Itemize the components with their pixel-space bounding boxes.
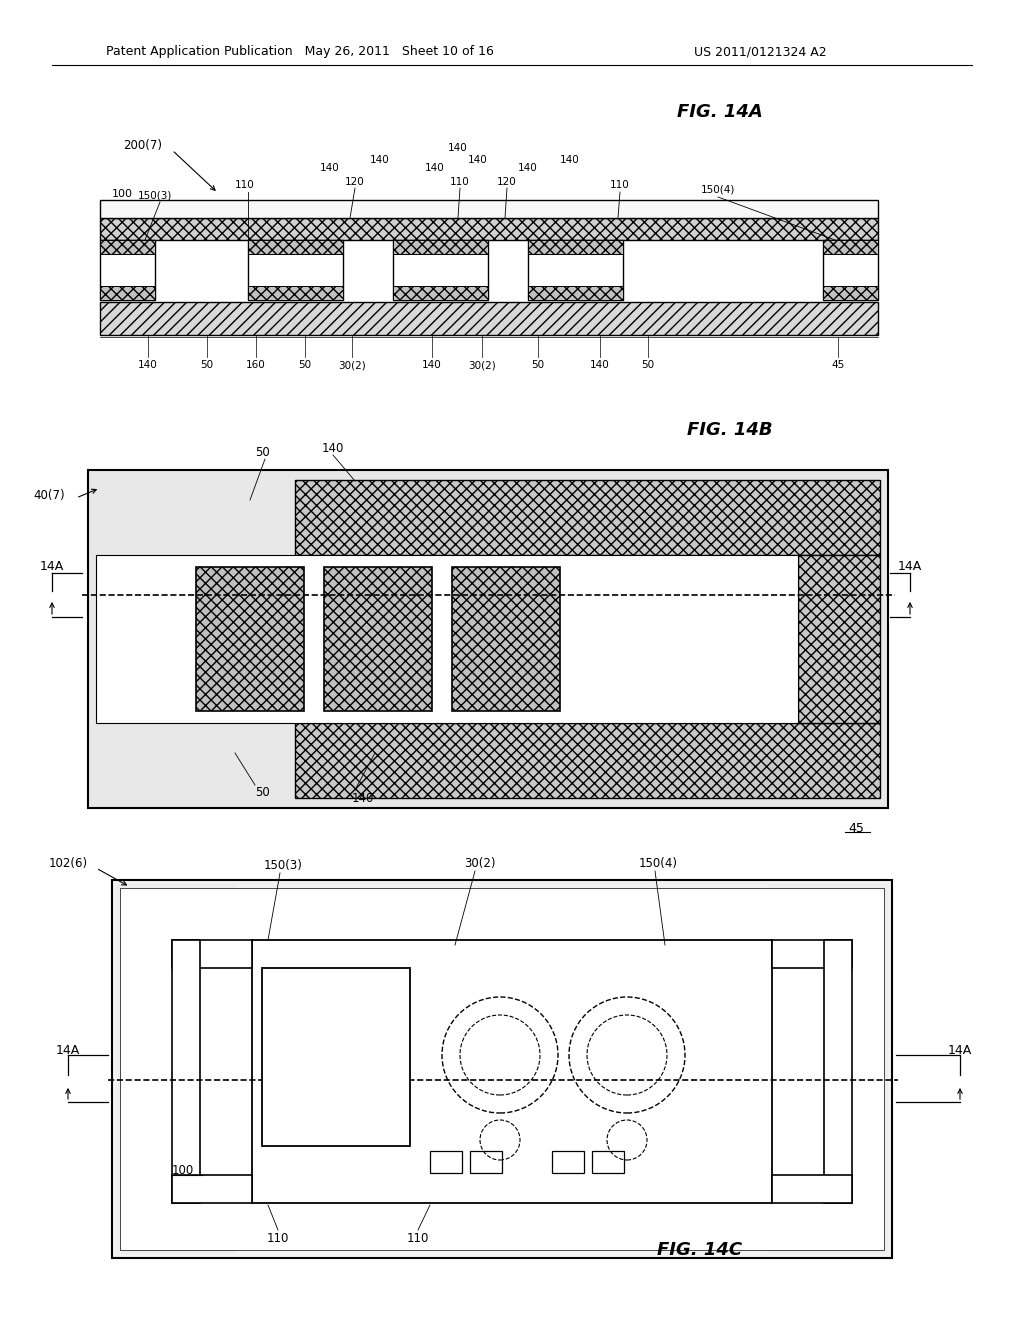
Text: 140: 140 — [425, 162, 444, 173]
Text: 120: 120 — [345, 177, 365, 187]
Text: 140: 140 — [352, 792, 374, 804]
Text: 110: 110 — [267, 1232, 289, 1245]
Bar — [824, 940, 852, 1203]
Text: 110: 110 — [407, 1232, 429, 1245]
Text: FIG. 14A: FIG. 14A — [677, 103, 763, 121]
Text: 14A: 14A — [40, 561, 65, 573]
Text: 140: 140 — [138, 360, 158, 370]
Text: 45: 45 — [848, 821, 864, 834]
Text: 100: 100 — [172, 1163, 195, 1176]
Text: 140: 140 — [518, 162, 538, 173]
Text: FIG. 14B: FIG. 14B — [687, 421, 773, 440]
Bar — [248, 286, 343, 300]
Text: 140: 140 — [321, 162, 340, 173]
Bar — [798, 554, 880, 723]
Bar — [324, 568, 432, 711]
Bar — [172, 1175, 252, 1203]
Text: 50: 50 — [641, 360, 654, 370]
Text: 110: 110 — [610, 180, 630, 190]
Bar — [295, 480, 880, 554]
Text: 45: 45 — [831, 360, 845, 370]
Text: 50: 50 — [256, 787, 270, 800]
Bar — [823, 240, 878, 253]
Text: FIG. 14C: FIG. 14C — [657, 1241, 742, 1259]
Bar — [592, 1151, 624, 1173]
Text: 110: 110 — [236, 180, 255, 190]
Text: 50: 50 — [201, 360, 214, 370]
Text: 140: 140 — [560, 154, 580, 165]
Text: 30(2): 30(2) — [468, 360, 496, 370]
Bar — [120, 888, 884, 1250]
Bar — [552, 1151, 584, 1173]
Text: 140: 140 — [468, 154, 487, 165]
Text: 30(2): 30(2) — [338, 360, 366, 370]
Bar — [528, 286, 623, 300]
Bar — [100, 218, 878, 240]
Bar — [172, 940, 252, 968]
Bar — [100, 302, 878, 335]
Text: 50: 50 — [531, 360, 545, 370]
Text: 150(3): 150(3) — [263, 858, 302, 871]
Bar — [772, 940, 852, 968]
Bar — [470, 1151, 502, 1173]
Bar — [823, 240, 878, 300]
Bar — [116, 884, 236, 1254]
Text: 14A: 14A — [56, 1044, 80, 1056]
Text: US 2011/0121324 A2: US 2011/0121324 A2 — [693, 45, 826, 58]
Bar — [262, 968, 410, 1146]
Bar — [823, 286, 878, 300]
Text: 14A: 14A — [898, 561, 923, 573]
Bar — [100, 201, 878, 218]
Text: 50: 50 — [298, 360, 311, 370]
Bar — [528, 240, 623, 253]
Text: 100: 100 — [112, 189, 133, 199]
Bar — [452, 568, 560, 711]
Bar — [772, 1175, 852, 1203]
Text: 140: 140 — [370, 154, 390, 165]
Text: 110: 110 — [451, 177, 470, 187]
Bar — [112, 880, 892, 1258]
Text: 140: 140 — [449, 143, 468, 153]
Bar — [196, 568, 304, 711]
Bar — [172, 940, 200, 1203]
Bar — [248, 240, 343, 253]
Bar — [100, 240, 155, 300]
Text: 30(2): 30(2) — [464, 857, 496, 870]
Bar — [768, 884, 888, 1254]
Bar — [88, 470, 888, 808]
Bar — [96, 554, 798, 723]
Text: 40(7): 40(7) — [34, 488, 65, 502]
Bar — [295, 723, 880, 799]
Bar — [252, 940, 772, 1203]
Text: 150(4): 150(4) — [639, 857, 678, 870]
Text: 14A: 14A — [948, 1044, 972, 1056]
Bar — [430, 1151, 462, 1173]
Text: 140: 140 — [322, 441, 344, 454]
Text: 120: 120 — [497, 177, 517, 187]
Bar — [393, 286, 488, 300]
Bar — [393, 240, 488, 253]
Bar — [528, 240, 623, 300]
Text: 102(6): 102(6) — [49, 857, 88, 870]
Text: 150(3): 150(3) — [138, 190, 172, 201]
Text: 200(7): 200(7) — [123, 139, 162, 152]
Text: 160: 160 — [246, 360, 266, 370]
Bar — [100, 286, 155, 300]
Bar — [393, 240, 488, 300]
Text: 150(4): 150(4) — [700, 185, 735, 195]
Bar — [248, 240, 343, 300]
Text: Patent Application Publication   May 26, 2011   Sheet 10 of 16: Patent Application Publication May 26, 2… — [106, 45, 494, 58]
Bar — [100, 240, 155, 253]
Text: 50: 50 — [256, 446, 270, 459]
Text: 140: 140 — [590, 360, 610, 370]
Text: 140: 140 — [422, 360, 442, 370]
